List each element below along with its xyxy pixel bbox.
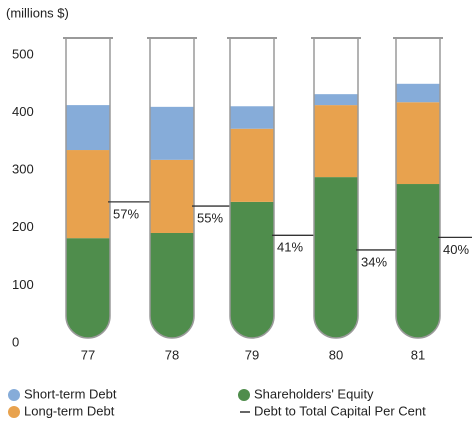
legend-swatch — [8, 406, 20, 418]
bar-segment — [314, 177, 358, 338]
bar-segment — [66, 238, 110, 338]
tube — [395, 38, 441, 339]
ratio-label: 57% — [113, 206, 139, 221]
y-tick-label: 300 — [12, 162, 34, 177]
y-tick-label: 0 — [12, 334, 19, 349]
bar-segment — [314, 94, 358, 106]
legend-swatch — [238, 389, 250, 401]
bar-segment — [150, 106, 194, 160]
tube — [313, 38, 359, 339]
ratio-label: 34% — [361, 254, 387, 269]
legend-label: Short-term Debt — [24, 386, 117, 401]
bar-segment — [396, 83, 440, 103]
ratio-label: 40% — [443, 242, 469, 257]
tube — [149, 38, 195, 339]
x-tick-label: 78 — [165, 347, 179, 362]
x-tick-label: 77 — [81, 347, 95, 362]
y-axis-label: (millions $) — [6, 5, 69, 20]
legend-label: Debt to Total Capital Per Cent — [254, 403, 426, 418]
bar-segment — [66, 150, 110, 239]
ratio-label: 55% — [197, 210, 223, 225]
bar-segment — [314, 105, 358, 178]
legend-swatch — [8, 389, 20, 401]
bar-segment — [396, 102, 440, 185]
y-tick-label: 500 — [12, 46, 34, 61]
bar-segment — [66, 105, 110, 151]
tube — [65, 38, 111, 339]
x-tick-label: 81 — [411, 347, 425, 362]
bar-segment — [230, 201, 274, 338]
y-tick-label: 200 — [12, 219, 34, 234]
ratio-label: 41% — [277, 240, 303, 255]
x-tick-label: 80 — [329, 347, 343, 362]
tube — [229, 38, 275, 339]
legend-label: Shareholders' Equity — [254, 386, 374, 401]
bar-segment — [230, 106, 274, 129]
y-tick-label: 100 — [12, 277, 34, 292]
bar-segment — [150, 159, 194, 233]
bar-segment — [230, 128, 274, 202]
bar-segment — [396, 184, 440, 338]
legend-label: Long-term Debt — [24, 403, 115, 418]
y-tick-label: 400 — [12, 104, 34, 119]
x-tick-label: 79 — [245, 347, 259, 362]
bar-segment — [150, 232, 194, 338]
